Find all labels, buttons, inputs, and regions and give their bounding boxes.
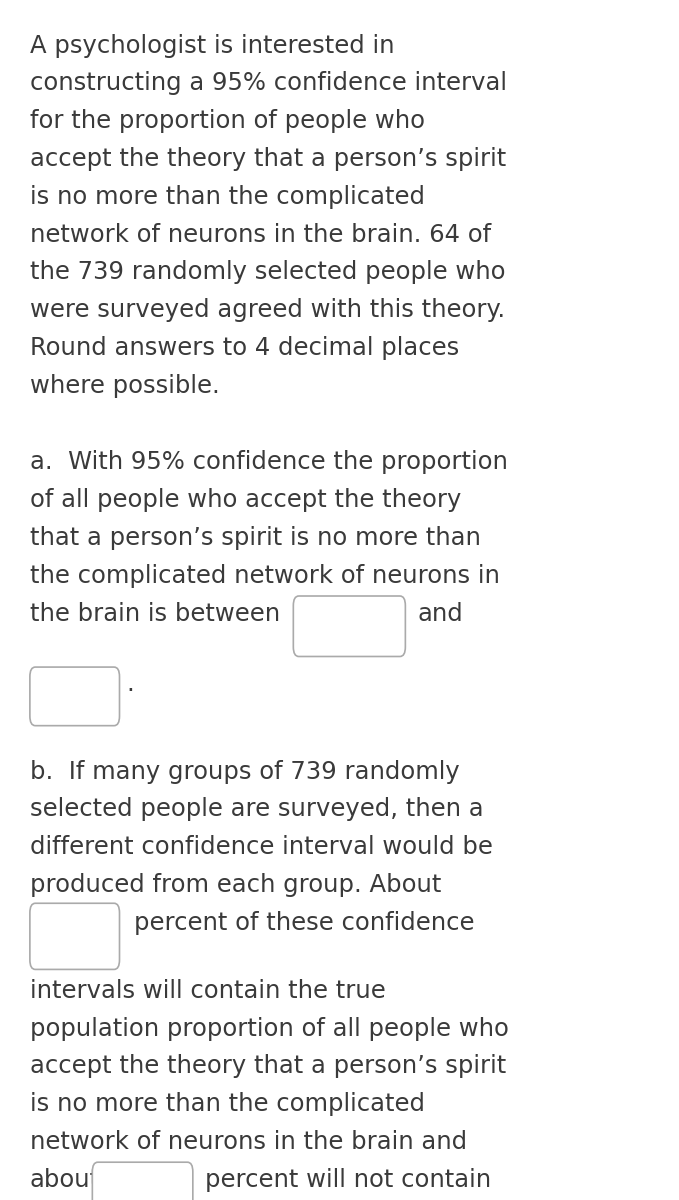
Text: network of neurons in the brain. 64 of: network of neurons in the brain. 64 of [30, 222, 491, 246]
FancyBboxPatch shape [30, 667, 120, 726]
Text: and: and [418, 601, 463, 625]
Text: selected people are surveyed, then a: selected people are surveyed, then a [30, 798, 483, 822]
Text: about: about [30, 1168, 100, 1192]
Text: of all people who accept the theory: of all people who accept the theory [30, 488, 461, 512]
Text: percent will not contain: percent will not contain [205, 1168, 491, 1192]
Text: the 739 randomly selected people who: the 739 randomly selected people who [30, 260, 505, 284]
Text: produced from each group. About: produced from each group. About [30, 874, 441, 898]
Text: b.  If many groups of 739 randomly: b. If many groups of 739 randomly [30, 760, 460, 784]
FancyBboxPatch shape [92, 1162, 193, 1200]
Text: is no more than the complicated: is no more than the complicated [30, 1092, 425, 1116]
Text: Round answers to 4 decimal places: Round answers to 4 decimal places [30, 336, 459, 360]
Text: that a person’s spirit is no more than: that a person’s spirit is no more than [30, 526, 481, 550]
Text: a.  With 95% confidence the proportion: a. With 95% confidence the proportion [30, 450, 508, 474]
Text: intervals will contain the true: intervals will contain the true [30, 979, 386, 1003]
Text: where possible.: where possible. [30, 373, 219, 397]
Text: population proportion of all people who: population proportion of all people who [30, 1016, 509, 1040]
Text: the complicated network of neurons in: the complicated network of neurons in [30, 564, 500, 588]
Text: the brain is between: the brain is between [30, 601, 280, 625]
Text: were surveyed agreed with this theory.: were surveyed agreed with this theory. [30, 298, 505, 322]
Text: accept the theory that a person’s spirit: accept the theory that a person’s spirit [30, 1055, 506, 1079]
Text: is no more than the complicated: is no more than the complicated [30, 185, 425, 209]
Text: for the proportion of people who: for the proportion of people who [30, 109, 425, 133]
Text: accept the theory that a person’s spirit: accept the theory that a person’s spirit [30, 146, 506, 170]
Text: .: . [126, 672, 134, 696]
Text: different confidence interval would be: different confidence interval would be [30, 835, 493, 859]
Text: network of neurons in the brain and: network of neurons in the brain and [30, 1130, 467, 1154]
Text: A psychologist is interested in: A psychologist is interested in [30, 34, 394, 58]
Text: percent of these confidence: percent of these confidence [134, 911, 475, 935]
FancyBboxPatch shape [293, 596, 405, 656]
FancyBboxPatch shape [30, 904, 120, 970]
Text: constructing a 95% confidence interval: constructing a 95% confidence interval [30, 72, 507, 96]
